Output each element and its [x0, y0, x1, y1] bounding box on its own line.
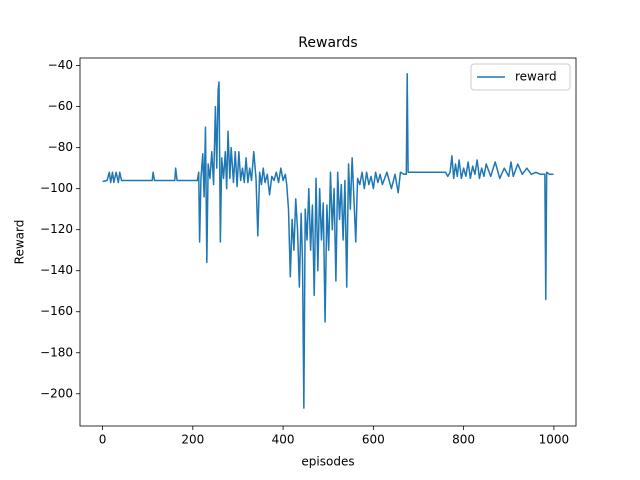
y-tick-label: −100: [40, 181, 73, 195]
x-tick-label: 800: [452, 433, 475, 447]
y-tick-label: −120: [40, 222, 73, 236]
y-tick-label: −60: [48, 99, 73, 113]
y-tick-label: −140: [40, 263, 73, 277]
x-tick-label: 0: [99, 433, 107, 447]
x-tick-label: 400: [272, 433, 295, 447]
y-tick-label: −200: [40, 386, 73, 400]
chart-title: Rewards: [298, 35, 357, 51]
y-axis-label: Reward: [13, 220, 27, 265]
y-tick-label: −80: [48, 140, 73, 154]
legend-box: [470, 63, 571, 91]
x-tick-label: 200: [181, 433, 204, 447]
x-tick-label: 600: [362, 433, 385, 447]
legend-label: reward: [515, 70, 557, 84]
y-tick-label: −40: [48, 58, 73, 72]
y-tick-label: −160: [40, 304, 73, 318]
x-tick-label: 1000: [539, 433, 570, 447]
y-tick-label: −180: [40, 345, 73, 359]
plot-frame: [79, 57, 577, 427]
line-series: [102, 73, 554, 409]
x-axis-label: episodes: [301, 455, 354, 469]
